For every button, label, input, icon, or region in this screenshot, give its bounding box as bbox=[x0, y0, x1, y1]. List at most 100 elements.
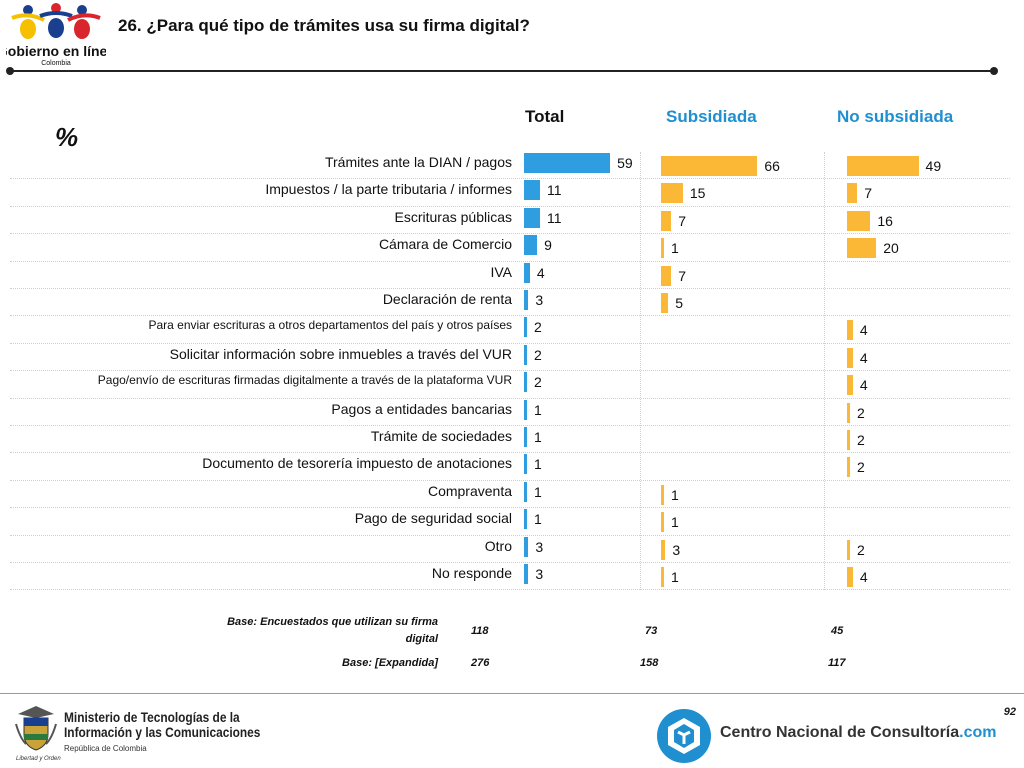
category-label: Cámara de Comercio bbox=[378, 236, 512, 253]
row-separator bbox=[10, 425, 1010, 426]
data-label-no-subsidiada: 16 bbox=[877, 212, 893, 229]
bar-total bbox=[524, 153, 611, 173]
bar-subsidiada bbox=[661, 484, 664, 505]
bar-total bbox=[524, 290, 529, 310]
bar-total bbox=[524, 509, 527, 530]
category-label: Pagos a entidades bancarias bbox=[331, 400, 512, 417]
bar-total bbox=[524, 180, 541, 201]
bar-subsidiada bbox=[661, 156, 758, 176]
row-separator bbox=[10, 205, 1010, 207]
data-label-no-subsidiada: 4 bbox=[859, 322, 868, 339]
category-label: No responde bbox=[431, 565, 512, 581]
bar-no-subsidiada bbox=[847, 210, 871, 231]
bar-subsidiada bbox=[661, 539, 666, 560]
base-value-subsidiada: 73 bbox=[645, 625, 658, 637]
top-divider bbox=[10, 70, 996, 72]
bar-total bbox=[524, 372, 527, 393]
base-label-respondents: Base: Encuestados que utilizan su firma … bbox=[227, 616, 438, 645]
data-label-total: 2 bbox=[534, 374, 542, 391]
category-label: Pago de seguridad social bbox=[354, 510, 512, 527]
bar-total bbox=[524, 427, 527, 447]
ministry-motto: Libertad y Orden bbox=[16, 756, 61, 762]
data-label-total: 9 bbox=[544, 237, 552, 254]
row-separator bbox=[10, 233, 1010, 235]
row-separator bbox=[10, 562, 1010, 563]
row-separator bbox=[10, 370, 1010, 372]
bar-no-subsidiada bbox=[847, 347, 853, 368]
category-label: Documento de tesorería impuesto de anota… bbox=[202, 455, 512, 472]
category-label: Otro bbox=[484, 537, 512, 554]
data-label-no-subsidiada: 2 bbox=[857, 541, 865, 558]
data-label-total: 1 bbox=[534, 401, 542, 418]
bar-no-subsidiada bbox=[847, 430, 850, 450]
bar-subsidiada bbox=[661, 238, 664, 259]
data-label-total: 1 bbox=[534, 511, 542, 528]
row-separator bbox=[10, 397, 1010, 399]
category-label: Para enviar escrituras a otros departame… bbox=[148, 318, 512, 333]
row-separator bbox=[10, 452, 1010, 454]
row-separator bbox=[10, 589, 1010, 591]
data-label-total: 4 bbox=[536, 264, 545, 281]
bar-subsidiada bbox=[661, 293, 669, 313]
data-label-no-subsidiada: 4 bbox=[859, 349, 868, 366]
row-separator bbox=[10, 507, 1010, 509]
data-label-total: 3 bbox=[535, 292, 544, 308]
row-separator bbox=[10, 479, 1010, 481]
ministry-line-1: Ministerio de Tecnologías de la bbox=[64, 709, 240, 725]
column-divider bbox=[640, 152, 641, 591]
bar-no-subsidiada bbox=[847, 567, 853, 587]
data-label-subsidiada: 1 bbox=[671, 240, 679, 257]
data-label-subsidiada: 3 bbox=[672, 541, 681, 558]
bar-total bbox=[524, 344, 527, 365]
bar-total bbox=[524, 399, 527, 420]
bar-chart: Trámites ante la DIAN / pagos 59 66 49 Impue… bbox=[10, 152, 1010, 591]
data-label-total: 11 bbox=[547, 182, 562, 199]
bar-total bbox=[524, 317, 527, 338]
data-label-total: 59 bbox=[617, 155, 633, 171]
base-value-no-subsidiada: 45 bbox=[831, 625, 844, 637]
data-label-total: 1 bbox=[534, 429, 542, 445]
data-label-no-subsidiada: 7 bbox=[864, 185, 873, 202]
data-label-subsidiada: 1 bbox=[671, 569, 679, 585]
base-expanded-subsidiada: 158 bbox=[640, 657, 659, 669]
category-label: Pago/envío de escrituras firmadas digita… bbox=[97, 373, 512, 388]
column-divider bbox=[824, 152, 825, 591]
page-title: 26. ¿Para qué tipo de trámites usa su fi… bbox=[118, 16, 530, 35]
logo-name: Gobierno en línea bbox=[6, 43, 106, 59]
divider-dot-right bbox=[990, 67, 998, 75]
data-label-total: 3 bbox=[535, 566, 544, 582]
data-label-total: 2 bbox=[534, 319, 542, 336]
category-label: Impuestos / la parte tributaria / inform… bbox=[265, 181, 512, 198]
data-label-total: 1 bbox=[534, 483, 542, 500]
bar-total bbox=[524, 536, 529, 557]
page-number: 92 bbox=[1003, 706, 1016, 718]
category-label: IVA bbox=[490, 263, 512, 280]
logo-figures-icon bbox=[11, 3, 101, 39]
data-label-subsidiada: 1 bbox=[671, 514, 679, 531]
column-header-total: Total bbox=[525, 107, 565, 126]
gobierno-en-linea-logo: Gobierno en línea Colombia bbox=[6, 3, 106, 67]
row-separator bbox=[10, 178, 1010, 180]
cnc-name-text: Centro Nacional de Consultoría bbox=[720, 724, 960, 741]
cnc-name: Centro Nacional de Consultoría.com bbox=[720, 724, 996, 742]
bar-no-subsidiada bbox=[847, 238, 877, 259]
data-label-total: 2 bbox=[534, 346, 542, 363]
data-label-subsidiada: 1 bbox=[671, 486, 679, 503]
base-expanded-total: 276 bbox=[471, 657, 490, 669]
data-label-no-subsidiada: 20 bbox=[883, 240, 899, 257]
data-label-no-subsidiada: 49 bbox=[925, 158, 942, 174]
row-separator bbox=[10, 534, 1010, 536]
bar-no-subsidiada bbox=[847, 183, 858, 204]
row-separator bbox=[10, 342, 1010, 344]
bar-subsidiada bbox=[661, 265, 672, 286]
column-header-subsidiada: Subsidiada bbox=[666, 107, 757, 126]
category-label: Compraventa bbox=[427, 482, 512, 499]
data-label-no-subsidiada: 2 bbox=[857, 459, 865, 476]
logo-country: Colombia bbox=[41, 60, 71, 67]
data-label-no-subsidiada: 2 bbox=[857, 432, 865, 448]
base-label-expanded: Base: [Expandida] bbox=[342, 657, 438, 669]
ministry-line-2: Información y las Comunicaciones bbox=[64, 724, 261, 740]
bar-no-subsidiada bbox=[847, 457, 850, 478]
data-label-subsidiada: 5 bbox=[675, 295, 684, 311]
bar-subsidiada bbox=[661, 567, 664, 587]
